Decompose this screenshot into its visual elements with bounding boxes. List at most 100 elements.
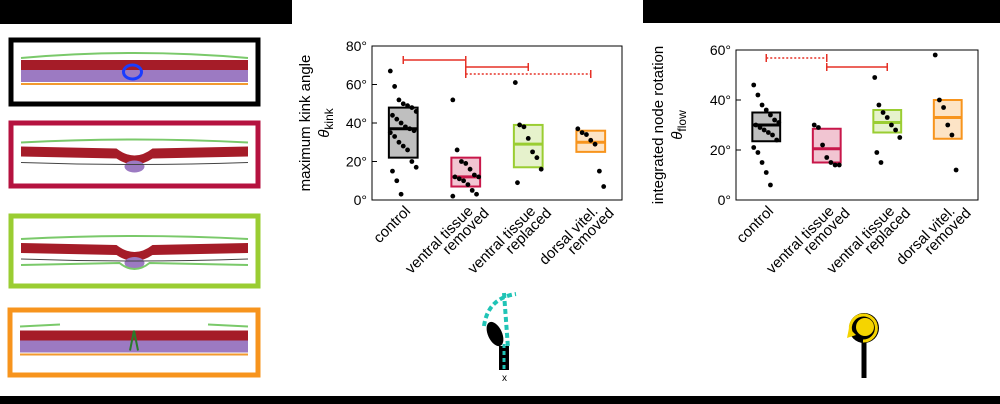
data-point	[601, 184, 607, 189]
data-point	[459, 159, 464, 164]
data-point	[413, 164, 419, 170]
data-point	[824, 155, 830, 160]
control-schematic	[8, 37, 261, 107]
data-point	[450, 193, 456, 199]
data-point	[872, 75, 878, 80]
data-point	[474, 191, 479, 197]
y-axis-symbol: θkink	[316, 107, 336, 137]
data-point	[454, 147, 460, 153]
y-tick-label: 0°	[354, 192, 367, 208]
data-point	[776, 120, 782, 125]
y-tick-label: 20°	[710, 142, 731, 158]
x-tick-label: control	[370, 203, 414, 247]
data-point	[450, 97, 456, 103]
y-tick-label: 40°	[346, 115, 367, 131]
data-point	[880, 110, 886, 115]
data-point	[405, 103, 410, 109]
data-point	[387, 130, 393, 136]
data-point	[396, 97, 402, 103]
data-point	[774, 137, 780, 143]
data-point	[456, 176, 462, 182]
y-tick-label: 20°	[346, 154, 367, 170]
data-point	[811, 122, 817, 128]
y-symbol-theta: θ	[316, 130, 333, 138]
y-axis-label: integrated node rotation	[650, 46, 667, 204]
data-point	[411, 128, 417, 134]
data-point	[400, 143, 406, 149]
y-tick-label: 40°	[710, 92, 731, 108]
data-point	[452, 174, 458, 180]
data-point	[757, 125, 763, 130]
kink-angle-icon: x	[482, 292, 517, 383]
data-point	[403, 124, 408, 130]
icon-x-label: x	[502, 373, 507, 383]
data-point	[876, 102, 882, 108]
data-point	[763, 107, 769, 113]
data-point	[534, 155, 540, 161]
dorsal-removed-schematic	[7, 307, 261, 378]
data-point	[396, 139, 402, 145]
data-point	[816, 125, 821, 130]
data-point	[820, 142, 825, 148]
y-axis-symbol: θflow	[669, 110, 689, 140]
data-point	[471, 172, 477, 178]
data-point	[753, 122, 759, 128]
data-point	[463, 161, 469, 166]
kink-angle-chart: maximum kink angle θkink 0° 20° 40° 60° 80° con…	[297, 38, 623, 277]
y-tick-label: 60°	[710, 42, 731, 58]
data-point	[465, 182, 471, 188]
data-point	[400, 101, 406, 107]
data-point	[878, 160, 884, 165]
data-point	[937, 97, 942, 103]
data-point	[525, 136, 531, 141]
y-tick-label: 80°	[346, 38, 367, 54]
data-point	[538, 166, 544, 172]
data-point	[953, 167, 959, 173]
y-symbol-subscript: kink	[322, 107, 336, 129]
data-point	[575, 126, 581, 132]
axes-frame	[371, 45, 623, 201]
data-point	[476, 174, 482, 180]
box-2	[512, 123, 544, 169]
data-point	[828, 160, 834, 165]
data-point	[579, 130, 585, 136]
data-point	[759, 102, 765, 108]
data-point	[751, 82, 757, 88]
schematics-column	[7, 37, 261, 378]
data-point	[945, 122, 951, 128]
data-point	[387, 68, 393, 74]
data-point	[409, 105, 415, 110]
data-point	[405, 147, 410, 153]
data-point	[596, 168, 602, 174]
data-point	[751, 145, 757, 150]
data-point	[407, 126, 413, 132]
data-point	[530, 149, 535, 155]
top-left-bar	[0, 0, 292, 24]
data-point	[889, 122, 894, 128]
top-right-bar	[643, 0, 1000, 23]
data-point	[949, 132, 955, 138]
data-point	[398, 120, 404, 126]
data-point	[765, 130, 771, 135]
ventral-replaced-schematic	[8, 213, 261, 289]
data-point	[409, 159, 415, 164]
data-point	[755, 92, 761, 98]
data-point	[390, 112, 395, 118]
data-point	[941, 105, 946, 110]
y-tick-label: 0°	[718, 192, 731, 208]
data-point	[832, 162, 838, 168]
data-point	[932, 52, 938, 58]
data-point	[515, 180, 520, 186]
y-tick-label: 60°	[346, 77, 367, 93]
data-point	[768, 112, 773, 118]
data-point	[759, 160, 765, 165]
axes-frame	[735, 49, 979, 201]
data-point	[772, 117, 777, 123]
data-point	[467, 166, 473, 172]
data-point	[512, 80, 518, 85]
data-point	[390, 168, 395, 174]
data-point	[394, 116, 400, 122]
y-symbol-theta: θ	[669, 132, 686, 140]
data-point	[588, 137, 594, 143]
